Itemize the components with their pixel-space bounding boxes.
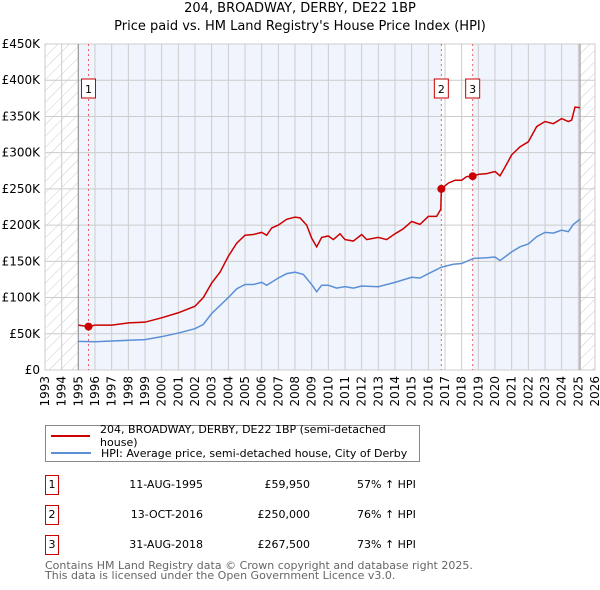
- footer-copyright: Contains HM Land Registry data © Crown c…: [45, 559, 473, 572]
- y-tick-label: £200K: [2, 218, 42, 232]
- x-tick-label: 2006: [255, 376, 269, 407]
- hpi-series-line: [78, 218, 581, 343]
- sale-date: 13-OCT-2016: [130, 508, 203, 521]
- x-tick-label: 2021: [505, 376, 519, 407]
- sale-label-number: 1: [85, 83, 92, 96]
- sale-point: [468, 172, 477, 181]
- x-tick-label: 2012: [355, 376, 369, 407]
- x-tick-label: 2000: [155, 376, 169, 407]
- sale-hpi: 73% ↑ HPI: [357, 538, 416, 551]
- y-tick-label: £0: [25, 363, 40, 377]
- y-tick-label: £50K: [9, 327, 41, 341]
- x-tick-label: 1995: [71, 376, 85, 407]
- x-tick-label: 2011: [338, 376, 352, 407]
- x-tick-label: 2008: [288, 376, 302, 407]
- sale-hpi: 76% ↑ HPI: [357, 508, 416, 521]
- sale-label-box: [465, 78, 481, 99]
- hatch-area-after: [580, 44, 595, 370]
- x-tick-label: 2025: [571, 376, 585, 407]
- y-tick-label: £150K: [2, 254, 42, 268]
- sale-point: [84, 322, 93, 331]
- x-tick-label: 2014: [388, 376, 402, 407]
- x-tick-label: 2004: [221, 376, 235, 407]
- shaded-period: [472, 44, 580, 370]
- legend-label: 204, BROADWAY, DERBY, DE22 1BP (semi-det…: [100, 423, 386, 449]
- sale-number: 3: [45, 535, 59, 555]
- x-tick-label: 1996: [88, 376, 102, 407]
- x-tick-label: 2005: [238, 376, 252, 407]
- x-tick-label: 2016: [421, 376, 435, 407]
- x-tick-label: 2018: [455, 376, 469, 407]
- y-tick-label: £250K: [2, 182, 42, 196]
- x-tick-label: 2023: [538, 376, 552, 407]
- x-tick-label: 2022: [521, 376, 535, 407]
- footer-licence: This data is licensed under the Open Gov…: [45, 569, 396, 582]
- x-tick-label: 2001: [171, 376, 185, 407]
- sale-point: [437, 184, 446, 193]
- legend-item-property: 204, BROADWAY, DERBY, DE22 1BP (semi-det…: [46, 423, 419, 449]
- y-tick-label: £400K: [2, 73, 42, 87]
- sale-date: 31-AUG-2018: [129, 538, 203, 551]
- x-tick-label: 2010: [321, 376, 335, 407]
- price-chart: 1993 1994 1995 1996 1997 1998 1999 2000 2001 2002…: [2, 37, 600, 407]
- x-tick-label: 1993: [38, 376, 52, 407]
- sale-hpi: 57% ↑ HPI: [357, 478, 416, 491]
- sale-label-number: 3: [469, 83, 476, 96]
- legend-label: HPI: Average price, semi-detached house,…: [101, 446, 408, 460]
- sale-date: 11-AUG-1995: [129, 478, 203, 491]
- sale-number: 2: [45, 505, 59, 525]
- sale-number: 1: [45, 475, 59, 495]
- x-tick-label: 1994: [55, 376, 69, 407]
- sale-price: £59,950: [264, 478, 311, 491]
- sale-label-number: 2: [438, 83, 445, 96]
- x-tick-label: 2015: [405, 376, 419, 407]
- y-tick-label: £100K: [2, 291, 42, 305]
- x-tick-label: 2020: [488, 376, 502, 407]
- property-series-line: [78, 106, 581, 328]
- chart-subtitle: Price paid vs. HM Land Registry's House …: [114, 19, 486, 34]
- x-tick-label: 2019: [471, 376, 485, 407]
- y-tick-label: £300K: [2, 146, 42, 160]
- table-row: 3 31-AUG-2018 £267,500 73% ↑ HPI: [45, 535, 445, 555]
- sale-label-box: [81, 78, 96, 99]
- table-row: 1 11-AUG-1995 £59,950 57% ↑ HPI: [45, 475, 445, 495]
- x-tick-label: 1997: [105, 376, 119, 407]
- x-tick-label: 2017: [438, 376, 452, 407]
- legend-swatch-red: [51, 435, 91, 437]
- x-tick-label: 1999: [138, 376, 152, 407]
- shaded-period: [78, 44, 442, 370]
- x-tick-label: 1998: [121, 376, 135, 407]
- chart-title: 204, BROADWAY, DERBY, DE22 1BP: [184, 1, 416, 16]
- y-tick-label: £450K: [2, 37, 42, 51]
- sale-price: £267,500: [257, 538, 311, 551]
- legend-swatch-blue: [51, 452, 91, 454]
- x-tick-label: 2003: [205, 376, 219, 407]
- sale-price: £250,000: [257, 508, 311, 521]
- x-tick-label: 2026: [588, 376, 600, 407]
- x-tick-label: 2024: [555, 376, 569, 407]
- sale-label-box: [433, 78, 449, 99]
- legend-item-hpi: HPI: Average price, semi-detached house,…: [46, 445, 407, 461]
- y-tick-label: £350K: [2, 109, 42, 123]
- x-tick-label: 2009: [305, 376, 319, 407]
- table-row: 2 13-OCT-2016 £250,000 76% ↑ HPI: [45, 505, 445, 525]
- legend: 204, BROADWAY, DERBY, DE22 1BP (semi-det…: [45, 423, 420, 462]
- plot-border: [44, 43, 596, 371]
- x-tick-label: 2002: [188, 376, 202, 407]
- x-tick-label: 2007: [271, 376, 285, 407]
- x-tick-label: 2013: [371, 376, 385, 407]
